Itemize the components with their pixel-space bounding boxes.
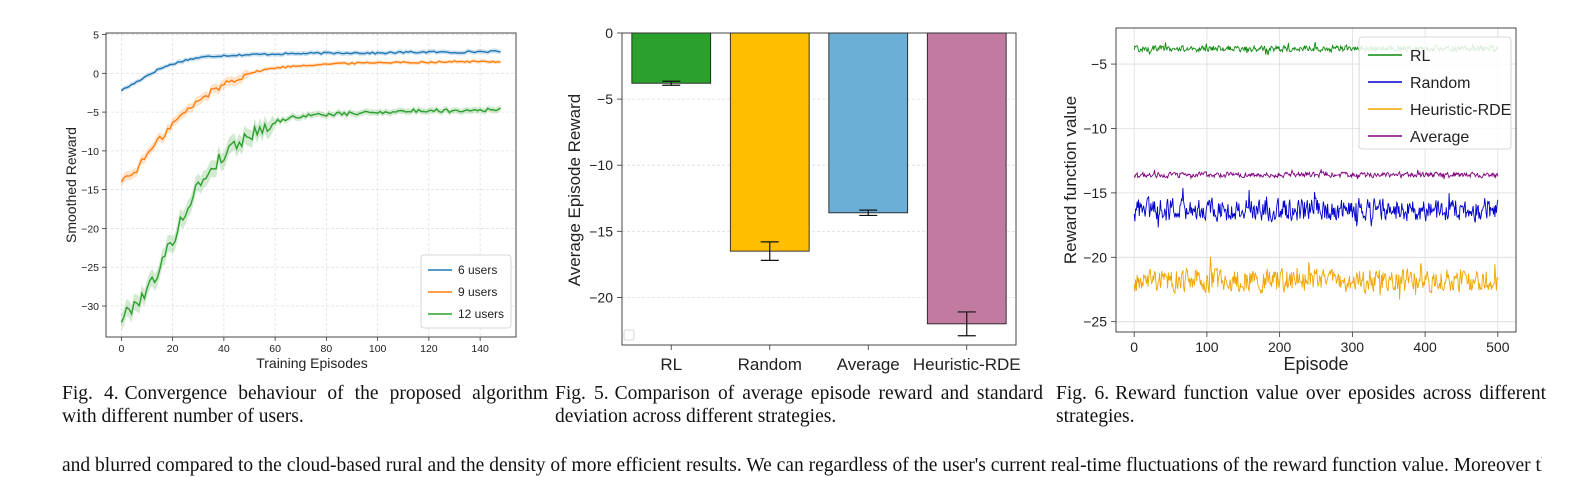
x-tick-label: 300 (1341, 339, 1365, 355)
series-band-12-users (121, 104, 501, 332)
legend-label: Average (1410, 129, 1469, 146)
fig4-caption-text: Convergence behaviour of the proposed al… (62, 383, 548, 427)
plot-frame (105, 32, 517, 338)
bar-RL (631, 32, 712, 84)
fig5-caption-label: Fig. 5. (555, 383, 609, 404)
legend-label: 9 users (458, 285, 497, 299)
figure-6: 0 100 200 300 400 500 −25 −20 −15 −10 −5 RL Random He… (1056, 0, 1584, 380)
x-tick-label: 80 (321, 343, 333, 355)
x-tick-label: 0 (1130, 339, 1138, 355)
series-line-Average (1133, 168, 1499, 180)
series-line-Heuristic-RDE (1133, 256, 1499, 300)
x-tick-label: 400 (1413, 339, 1437, 355)
bar-Random (729, 32, 810, 252)
y-axis-label: Reward function value (1061, 96, 1080, 264)
fig4-caption-label: Fig. 4. (62, 383, 119, 404)
series-line-Random (1133, 187, 1499, 228)
y-tick-label: −10 (1083, 120, 1107, 136)
y-tick-label: −5 (597, 91, 613, 107)
y-tick-label: −15 (81, 185, 99, 197)
y-tick-label: −5 (1091, 56, 1107, 72)
plot-frame (621, 32, 1017, 346)
fig4-chart: 0 20 40 60 80 100 120 140 −30 −25 −20 −15 −10 −5 0 5 6 u… (63, 30, 517, 371)
y-tick-label: −20 (589, 289, 613, 305)
x-tick-label: 500 (1486, 339, 1510, 355)
fig6-caption-text: Reward function value over eposides acro… (1056, 383, 1547, 427)
figure-4: 0 20 40 60 80 100 120 140 −30 −25 −20 −15 −10 −5 0 5 6 u… (0, 0, 528, 380)
x-tick-label: 200 (1268, 339, 1292, 355)
x-tick-label-Heuristic-RDE: Heuristic-RDE (913, 355, 1021, 374)
y-tick-label: −30 (81, 301, 99, 313)
series-line-9-users (120, 60, 501, 183)
body-text-cutoff: and blurred compared to the cloud-based … (62, 455, 1542, 476)
y-tick-label: −15 (589, 223, 613, 239)
y-tick-label: 0 (93, 68, 99, 80)
fig5-caption: Fig. 5. Comparison of average episode rew… (555, 382, 1043, 428)
y-tick-label: −25 (81, 262, 99, 274)
x-tick-label: 40 (218, 343, 230, 355)
bar-Average (828, 32, 909, 214)
y-tick-label: −10 (589, 157, 613, 173)
legend-label: Heuristic-RDE (1410, 102, 1511, 119)
legend-label: 6 users (458, 263, 497, 277)
legend-box (420, 254, 512, 329)
legend: 6 users 9 users 12 users (420, 254, 512, 329)
x-tick-label: 140 (471, 343, 489, 355)
y-tick-label: 0 (605, 25, 613, 41)
fig6-caption: Fig. 6. Reward function value over eposid… (1056, 382, 1546, 428)
y-axis-label: Smoothed Reward (63, 127, 79, 243)
x-tick-label-Average: Average (837, 355, 900, 374)
x-tick-label: 60 (269, 343, 281, 355)
y-tick-label: −10 (81, 146, 99, 158)
figure-5: 0 −5 −10 −15 −20 RL Random Average Heuristic-RDE… (528, 0, 1056, 380)
empty-legend-box (623, 329, 635, 341)
fig5-caption-text: Comparison of average episode reward and… (555, 383, 1043, 427)
fig5-chart: 0 −5 −10 −15 −20 RL Random Average Heuristic-RDE… (565, 25, 1021, 374)
x-tick-label: 120 (420, 343, 438, 355)
fig4-caption: Fig. 4. Convergence behaviour of the prop… (62, 382, 548, 428)
series-line-6-users (120, 49, 501, 92)
series-line-12-users (120, 107, 501, 323)
fig6-caption-label: Fig. 6. (1056, 383, 1110, 404)
y-tick-label: −5 (87, 107, 99, 119)
y-axis-label: Average Episode Reward (565, 94, 584, 286)
legend-label: Random (1410, 75, 1470, 92)
y-tick-label: −25 (1083, 314, 1107, 330)
x-tick-label: 0 (118, 343, 124, 355)
y-tick-label: −15 (1083, 185, 1107, 201)
y-tick-label: 5 (93, 30, 99, 42)
legend-label: 12 users (458, 307, 504, 321)
plot-frame (1115, 27, 1517, 333)
fig6-chart: 0 100 200 300 400 500 −25 −20 −15 −10 −5 RL Random He… (1061, 27, 1517, 374)
x-axis-label: Episode (1283, 354, 1348, 374)
legend: RL Random Heuristic-RDE Average (1358, 36, 1512, 150)
x-axis-label: Training Episodes (256, 355, 368, 371)
bar-Heuristic-RDE (926, 32, 1007, 325)
legend-box (1358, 36, 1512, 150)
y-tick-label: −20 (1083, 249, 1107, 265)
x-tick-label-Random: Random (738, 355, 802, 374)
x-tick-label: 20 (167, 343, 179, 355)
x-tick-label-RL: RL (660, 355, 682, 374)
series-band-9-users (121, 58, 501, 187)
series-band-6-users (121, 48, 501, 94)
x-tick-label: 100 (369, 343, 387, 355)
x-tick-label: 100 (1195, 339, 1219, 355)
y-tick-label: −20 (81, 223, 99, 235)
legend-label: RL (1410, 48, 1431, 65)
